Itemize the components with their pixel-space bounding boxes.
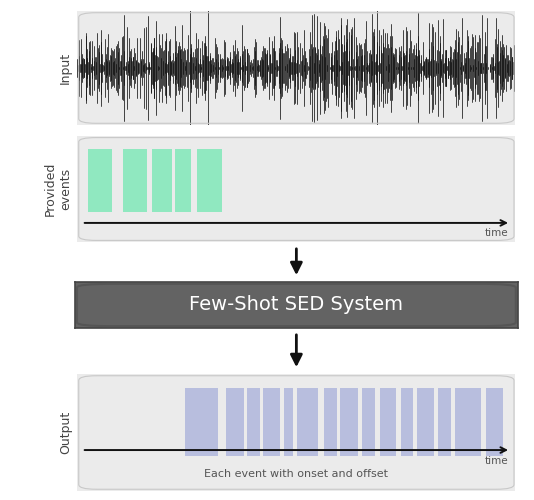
Bar (485, 388, 503, 456)
Bar (185, 388, 217, 456)
FancyBboxPatch shape (77, 284, 516, 326)
Bar (284, 388, 293, 456)
Bar (197, 148, 222, 212)
Bar (362, 388, 375, 456)
Bar (417, 388, 434, 456)
Bar (297, 388, 318, 456)
Bar (400, 388, 413, 456)
Bar (263, 388, 280, 456)
Text: time: time (485, 228, 509, 238)
Bar (152, 148, 171, 212)
Bar (455, 388, 481, 456)
Bar (438, 388, 451, 456)
Bar (226, 388, 244, 456)
Bar (175, 148, 191, 212)
Bar (247, 388, 260, 456)
Bar (88, 148, 113, 212)
Text: Output: Output (59, 411, 72, 454)
Bar (324, 388, 336, 456)
Text: Each event with onset and offset: Each event with onset and offset (205, 470, 388, 480)
Text: Provided
events: Provided events (44, 162, 72, 216)
Text: Input: Input (59, 52, 72, 84)
Text: Few-Shot SED System: Few-Shot SED System (190, 296, 403, 314)
Bar (123, 148, 147, 212)
Bar (340, 388, 358, 456)
Bar (380, 388, 396, 456)
Text: time: time (485, 456, 509, 466)
